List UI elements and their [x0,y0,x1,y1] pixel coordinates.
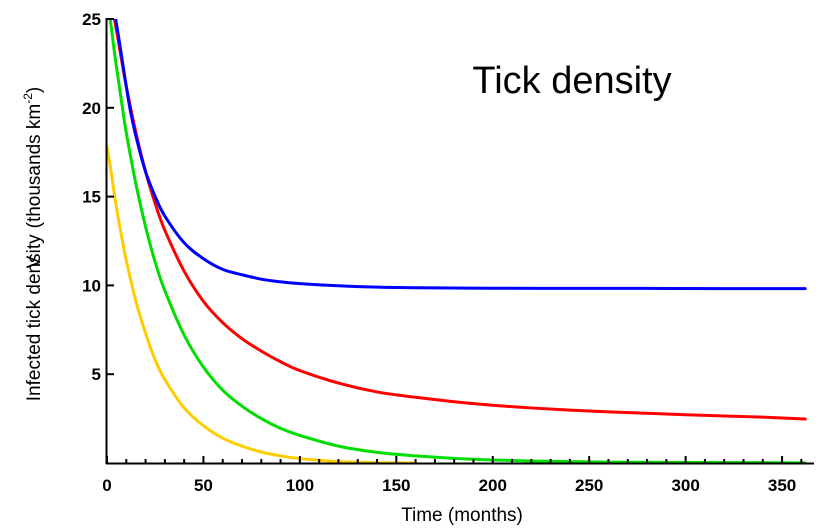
x-tick-label: 200 [479,476,507,495]
y-axis-title-overlap-glyph: V [24,255,45,268]
x-tick-label: 0 [102,476,111,495]
x-tick-label: 100 [286,476,314,495]
y-axis-title: Infected tick density (thousands km-2) [21,87,45,402]
series-line-4 [114,19,807,291]
x-tick-label: 300 [671,476,699,495]
x-ticks: 0 50 100 150 200 250 300 350 [102,456,803,495]
x-tick-label: 50 [194,476,213,495]
y-tick-label: 20 [82,99,101,118]
x-axis-title: Time (months) [401,505,523,526]
x-tick-label: 250 [575,476,603,495]
y-axis-title-main: Infected tick density [24,234,45,401]
series-line-2 [108,19,807,463]
x-tick-label: 350 [768,476,796,495]
chart-title: Tick density [472,60,671,102]
y-axis-title-unit-sup: -2 [21,93,35,104]
series-line-3 [107,145,418,463]
series-layer [107,19,807,463]
y-tick-label: 5 [92,365,101,384]
series-line-1 [112,19,807,421]
y-tick-label: 10 [82,276,101,295]
y-tick-label: 15 [82,188,101,207]
y-axis-title-unit-open: (thousands km [24,104,45,229]
y-tick-label: 25 [82,10,101,29]
y-axis-title-unit-close: ) [24,87,45,93]
y-ticks: 5 10 15 20 25 [82,10,114,384]
x-tick-label: 150 [382,476,410,495]
